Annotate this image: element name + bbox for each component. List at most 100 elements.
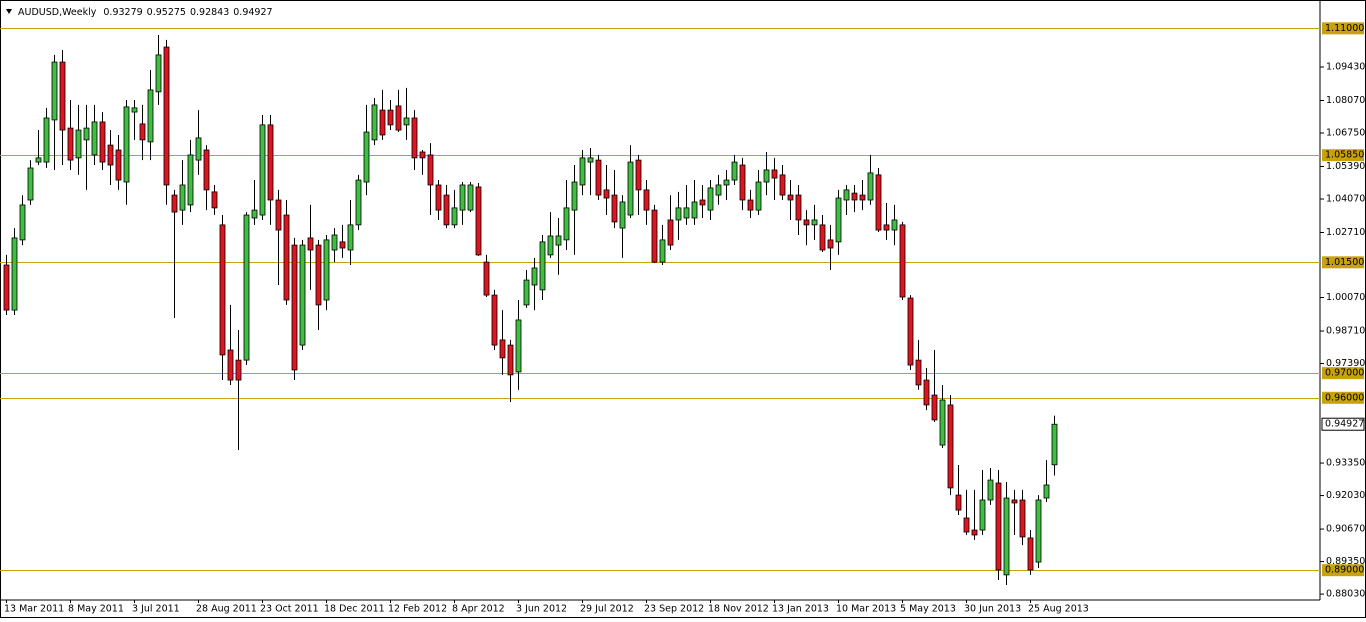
y-tick-label: 1.05390 [1326,161,1365,172]
candle-body [459,184,466,211]
candle-body [467,184,474,211]
candle-body [787,194,794,201]
x-tick-label: 8 Apr 2012 [452,604,505,615]
candle-body [411,117,418,159]
x-tick-label: 23 Sep 2012 [644,604,704,615]
candle-body [75,129,82,159]
candle-body [235,359,242,381]
candle-body [195,137,202,161]
candle-body [163,46,170,186]
candle-body [707,187,714,211]
candle-body [603,189,610,199]
candle-body [1003,497,1010,576]
candle-body [251,209,258,219]
candle-body [483,261,490,296]
candle-body [395,105,402,131]
candle-body [1035,499,1042,563]
level-label: 0.89000 [1325,565,1364,576]
level-label-box [1322,149,1364,162]
candle-body [931,394,938,421]
level-label-box [1322,22,1364,35]
candle-body [203,149,210,191]
candle-body [507,344,514,376]
candle-body [627,161,634,216]
level-label-box [1322,367,1364,380]
y-tick-label: 1.09430 [1326,61,1365,72]
x-tick-label: 29 Jul 2012 [580,604,634,615]
candle-body [267,124,274,201]
candle-body [331,234,338,251]
x-tick-label: 18 Dec 2011 [324,604,385,615]
candle-body [731,161,738,181]
current-price-label: 0.94927 [1325,419,1364,430]
candle-body [355,179,362,226]
candle-body [147,89,154,143]
x-tick-label: 30 Jun 2013 [964,604,1021,615]
candle-body [475,186,482,256]
level-label-box [1322,256,1364,269]
candle-body [427,154,434,186]
candle-body [907,297,914,366]
candle-body [435,184,442,211]
candle-body [763,169,770,183]
candle-body [979,499,986,531]
candle-body [99,121,106,163]
candle-body [723,179,730,186]
candle-body [91,121,98,156]
candle-body [619,201,626,229]
candle-body [923,379,930,406]
candle-body [747,199,754,211]
candle-body [419,151,426,159]
y-tick-label: 0.92030 [1326,490,1365,501]
x-tick-label: 28 Aug 2011 [196,604,257,615]
candle-body [27,167,34,201]
x-tick-label: 8 May 2011 [68,604,124,615]
y-tick-label: 0.88030 [1326,589,1365,600]
candle-body [995,482,1002,571]
candle-body [179,184,186,211]
candle-body [987,479,994,501]
candle-body [323,239,330,301]
candle-body [827,239,834,249]
level-label-box [1322,391,1364,404]
candle-body [667,219,674,246]
candle-body [635,159,642,191]
candle-body [867,172,874,201]
candle-body [563,207,570,241]
y-tick-label: 1.04070 [1326,194,1365,205]
candle-body [715,184,722,196]
y-tick-label: 0.93350 [1326,458,1365,469]
candle-body [123,106,130,183]
candle-body [1011,499,1018,504]
candle-body [115,149,122,181]
y-tick-label: 1.02710 [1326,227,1365,238]
header-open: 0.93279 [103,7,142,18]
x-tick-label: 3 Jun 2012 [516,604,567,615]
candle-body [283,214,290,301]
x-tick-label: 10 Mar 2013 [836,604,896,615]
candle-body [291,244,298,371]
axis-labels: 1.09430 1.08070 1.06750 1.05390 1.04070 1.027… [4,22,1365,615]
candle-body [499,339,506,359]
candle-body [891,219,898,231]
candle-body [691,201,698,219]
candle-body [875,174,882,231]
x-tick-label: 13 Mar 2011 [4,604,64,615]
candle-body [403,117,410,126]
candle-body [107,144,114,166]
candle-body [835,197,842,243]
candle-body [915,359,922,386]
candle-body [523,279,530,306]
candle-body [451,207,458,226]
candle-body [307,237,314,251]
candles [0,28,1320,585]
candle-body [299,244,306,346]
candle-body [1027,537,1034,571]
level-label: 1.11000 [1325,23,1364,34]
level-label: 1.01500 [1325,257,1364,268]
y-tick-label: 0.98710 [1326,326,1365,337]
candle-body [1043,484,1050,499]
candle-body [675,207,682,221]
